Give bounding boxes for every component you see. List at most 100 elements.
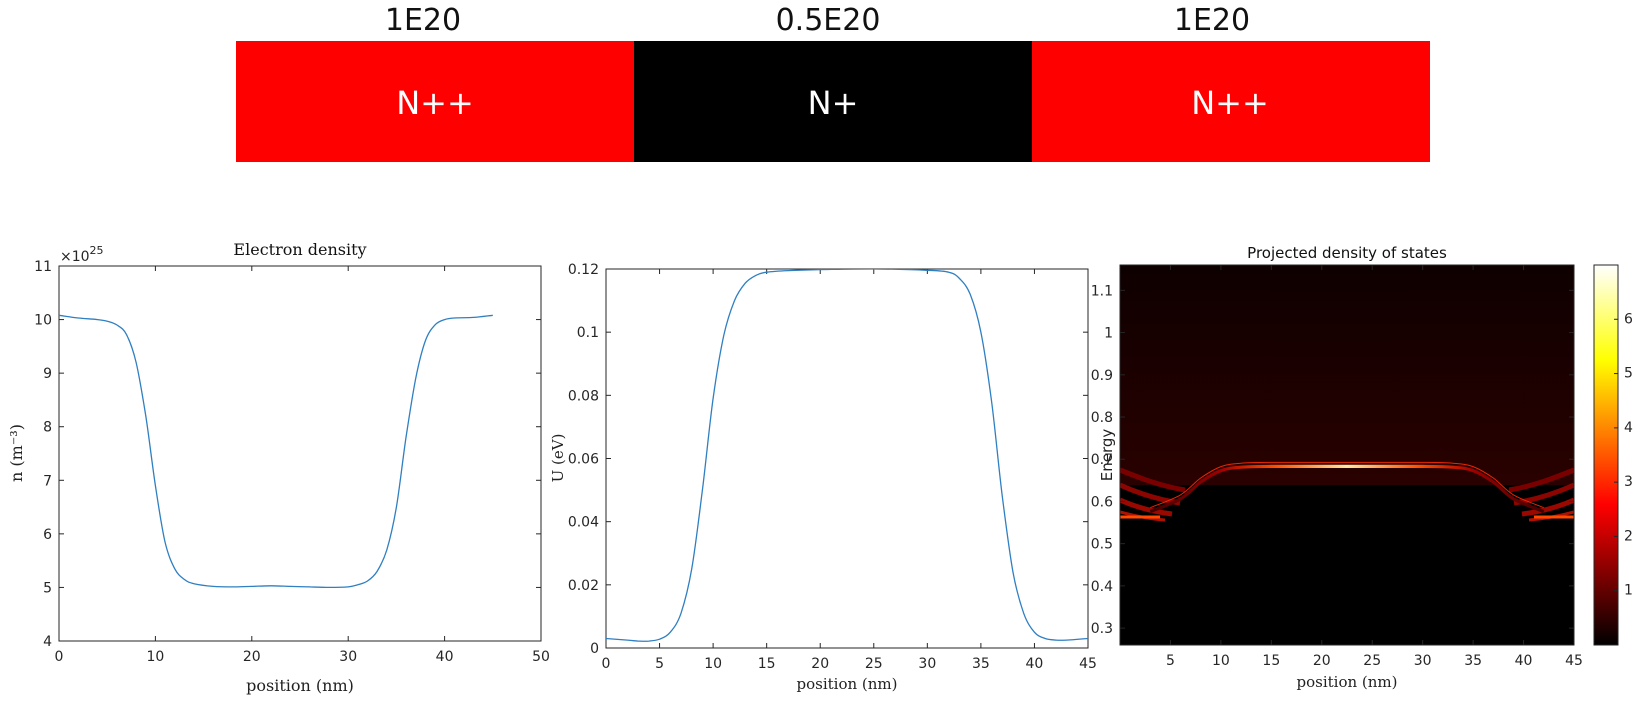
segment-left-label: N++ [396,84,474,122]
pdos-y-tick-label: 0.5 [1091,537,1113,553]
electron-density-y-tick-label: 4 [43,634,52,650]
electron-density-plot: Electron density ×1025 0 10 20 30 40 50 4 5 6 7 8… [7,240,550,695]
pdos-colorbar-tick-label: 2 [1624,528,1633,544]
potential-curve [606,269,1088,642]
potential-x-tick-label: 15 [758,656,776,672]
pdos-x-tick-label: 30 [1414,653,1432,669]
electron-density-y-tick-label: 7 [43,473,52,489]
potential-x-tick-label: 0 [602,656,611,672]
pdos-title: Projected density of states [1247,244,1447,262]
pdos-y-tick-label: 0.7 [1091,452,1113,468]
potential-plot: 0 5 10 15 20 25 30 35 40 45 00.020.040.060.080.10… [549,262,1097,693]
electron-density-title: Electron density [233,240,366,259]
potential-y-tick-label: 0 [590,641,599,657]
pdos-colorbar-tick-label: 5 [1624,366,1633,382]
segment-middle-doping: 0.5E20 [776,3,881,38]
potential-x-tick-label: 30 [918,656,936,672]
electron-density-x-label: position (nm) [246,676,354,695]
potential-x-tick-label: 45 [1079,656,1097,672]
segment-right: N++ 1E20 [1032,3,1430,162]
potential-y-tick-label: 0.04 [568,515,599,531]
electron-density-y-tick-label: 10 [34,313,52,329]
pdos-x-tick-label: 40 [1515,653,1533,669]
exponent-label: ×1025 [60,244,104,265]
device-schematic: N++ 1E20 N+ 0.5E20 N++ 1E20 [236,3,1430,162]
exponent-power: 25 [90,244,104,257]
electron-density-y-tick-label: 6 [43,527,52,543]
pdos-axes-box [1119,264,1575,646]
electron-density-y-ticks: 4 5 6 7 8 9 10 11 [34,259,541,650]
segment-middle-block [634,41,1032,162]
pdos-y-tick-label: 0.6 [1091,494,1113,510]
pdos-x-tick-label: 20 [1313,653,1331,669]
pdos-right-fringe-1 [1508,467,1574,493]
electron-density-x-tick-label: 20 [243,649,261,665]
segment-right-label: N++ [1191,84,1269,122]
potential-y-ticks: 0 0.02 0.04 0.06 0.08 0.1 0.12 [568,262,1088,657]
potential-x-tick-label: 40 [1026,656,1044,672]
pdos-colorbar-tick-label: 6 [1624,311,1633,327]
pdos-colorbar-tick-label: 3 [1624,474,1633,490]
potential-y-tick-label: 0.08 [568,388,599,404]
pdos-colorbar-tick-label: 1 [1624,583,1633,599]
pdos-x-tick-label: 45 [1565,653,1583,669]
electron-density-y-label: n (m⁻³) [7,424,26,482]
pdos-y-tick-label: 1.1 [1091,283,1113,299]
exponent-base: ×10 [60,249,90,265]
potential-x-label: position (nm) [796,675,897,693]
segment-left: N++ 1E20 [236,3,634,162]
pdos-heatmap [1120,265,1574,645]
pdos-x-ticks: 5 10 15 20 25 30 35 40 45 [1166,265,1583,669]
potential-y-tick-label: 0.12 [568,262,599,278]
pdos-y-tick-label: 1 [1104,326,1113,342]
electron-density-curve [59,314,493,589]
potential-x-tick-label: 25 [865,656,883,672]
pdos-y-tick-label: 0.4 [1091,579,1113,595]
electron-density-x-tick-label: 40 [436,649,454,665]
electron-density-x-tick-label: 0 [55,649,64,665]
segment-right-doping: 1E20 [1174,3,1250,38]
potential-x-tick-label: 5 [655,656,664,672]
potential-axes-box [605,268,1089,649]
electron-density-x-tick-label: 30 [339,649,357,665]
potential-y-tick-label: 0.06 [568,452,599,468]
electron-density-y-tick-label: 11 [34,259,52,275]
electron-density-axes-box [58,265,542,642]
pdos-plot: Projected density of states [1091,244,1633,691]
potential-x-ticks: 0 5 10 15 20 25 30 35 40 45 [602,269,1097,672]
pdos-y-tick-label: 0.9 [1091,368,1113,384]
electron-density-x-tick-label: 50 [532,649,550,665]
potential-x-tick-label: 35 [972,656,990,672]
pdos-x-tick-label: 5 [1166,653,1175,669]
potential-x-tick-label: 10 [704,656,722,672]
electron-density-x-ticks: 0 10 20 30 40 50 [55,266,550,665]
segment-left-block [236,41,634,162]
pdos-colorbar-ticks: 1 2 3 4 5 6 [1614,311,1633,599]
segment-middle-label: N+ [808,84,859,122]
electron-density-y-tick-label: 8 [43,420,52,436]
pdos-y-tick-label: 0.3 [1091,621,1113,637]
electron-density-y-tick-label: 5 [43,580,52,596]
potential-y-tick-label: 0.02 [568,578,599,594]
pdos-x-tick-label: 10 [1212,653,1230,669]
pdos-upper-glow [1120,265,1574,485]
pdos-x-label: position (nm) [1296,673,1397,691]
potential-y-tick-label: 0.1 [577,325,599,341]
electron-density-x-tick-label: 10 [146,649,164,665]
pdos-left-fringe-1 [1120,467,1186,493]
potential-y-label: U (eV) [549,434,567,483]
segment-middle: N+ 0.5E20 [634,3,1032,162]
pdos-band-edge-glow [1150,461,1544,509]
pdos-y-label: Energy [1098,429,1116,482]
pdos-x-tick-label: 25 [1363,653,1381,669]
electron-density-y-tick-label: 9 [43,366,52,382]
pdos-band-edge [1149,464,1545,514]
pdos-x-tick-label: 35 [1464,653,1482,669]
pdos-colorbar-tick-label: 4 [1624,420,1633,436]
potential-x-tick-label: 20 [811,656,829,672]
pdos-x-tick-label: 15 [1262,653,1280,669]
segment-left-doping: 1E20 [385,3,461,38]
segment-right-block [1032,41,1430,162]
pdos-y-ticks: 0.3 0.4 0.5 0.6 0.7 0.8 0.9 1 1.1 [1091,283,1574,637]
